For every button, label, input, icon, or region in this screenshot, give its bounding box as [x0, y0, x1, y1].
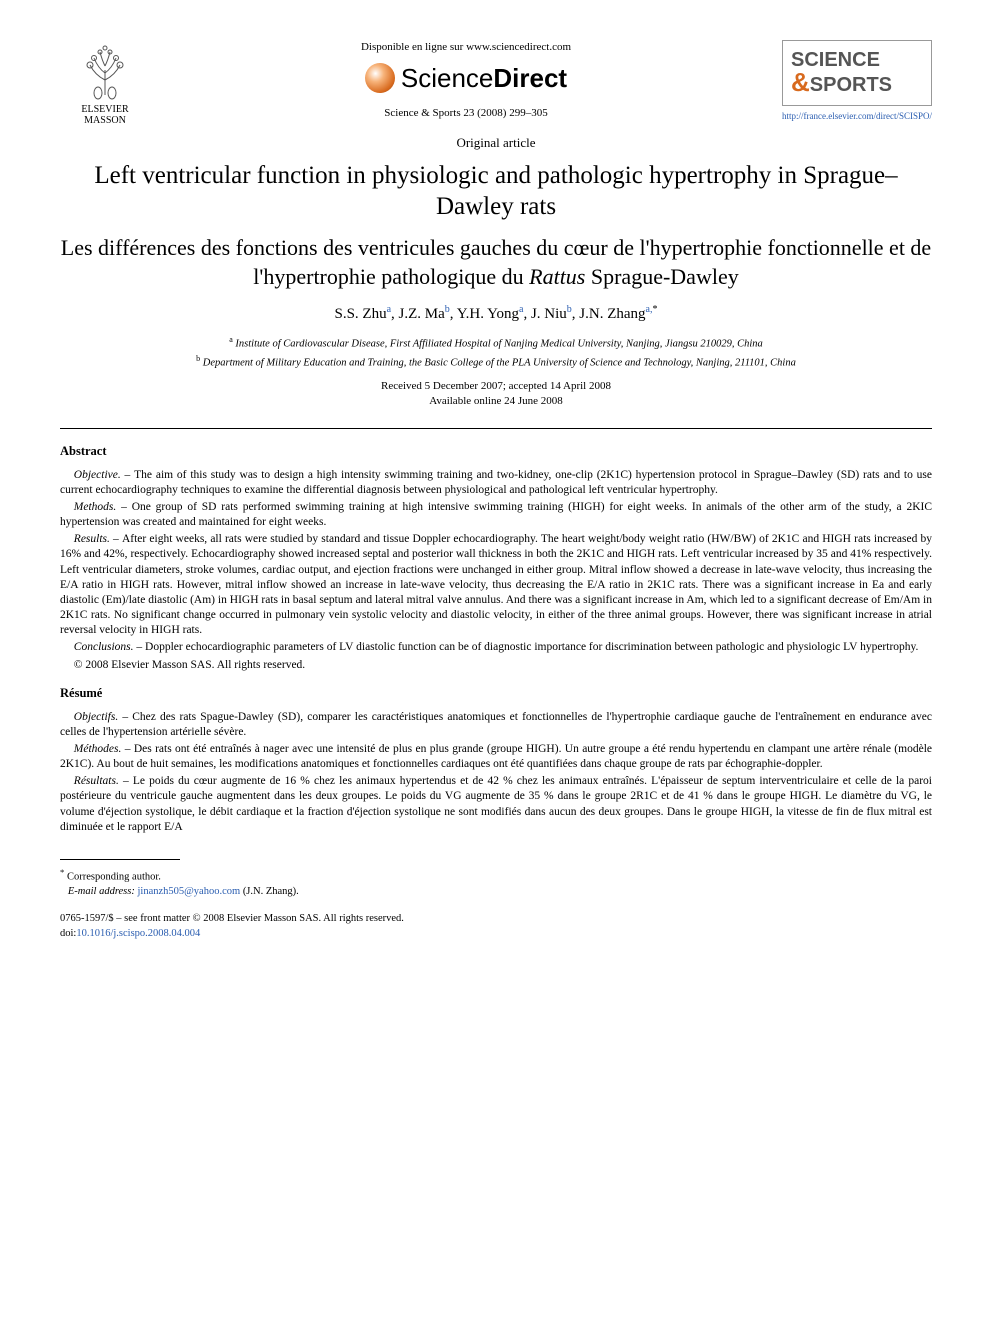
publisher-name: ELSEVIER MASSON: [60, 104, 150, 126]
resume-section: Résumé Objectifs. – Chez des rats Spague…: [60, 685, 932, 835]
online-date: Available online 24 June 2008: [60, 394, 932, 409]
doi-line: doi:10.1016/j.scispo.2008.04.004: [60, 927, 932, 942]
abstract-copyright: © 2008 Elsevier Masson SAS. All rights r…: [60, 658, 932, 673]
article-type: Original article: [60, 134, 932, 152]
resume-objectifs: Objectifs. – Chez des rats Spague-Dawley…: [60, 710, 932, 740]
abstract-objective: Objective. – The aim of this study was t…: [60, 468, 932, 498]
issn-copyright-line: 0765-1597/$ – see front matter © 2008 El…: [60, 912, 932, 927]
abstract-conclusions: Conclusions. – Doppler echocardiographic…: [60, 640, 932, 655]
journal-logo: SCIENCE &SPORTS http://france.elsevier.c…: [782, 40, 932, 122]
corresponding-author-footnote: * Corresponding author. E-mail address: …: [60, 866, 932, 900]
corr-author-email: E-mail address: jinanzh505@yahoo.com (J.…: [60, 885, 932, 900]
journal-reference: Science & Sports 23 (2008) 299–305: [170, 106, 762, 121]
affiliation-a: a Institute of Cardiovascular Disease, F…: [60, 334, 932, 352]
affiliations: a Institute of Cardiovascular Disease, F…: [60, 334, 932, 370]
sciencedirect-text: ScienceDirect: [401, 61, 567, 96]
header-center: Disponible en ligne sur www.sciencedirec…: [150, 40, 782, 125]
page-header: ELSEVIER MASSON Disponible en ligne sur …: [60, 40, 932, 126]
authors-line: S.S. Zhua, J.Z. Mab, Y.H. Yonga, J. Niub…: [60, 303, 932, 324]
email-link[interactable]: jinanzh505@yahoo.com: [137, 886, 240, 897]
abstract-heading: Abstract: [60, 443, 932, 460]
page-footer: 0765-1597/$ – see front matter © 2008 El…: [60, 912, 932, 941]
doi-link[interactable]: 10.1016/j.scispo.2008.04.004: [76, 928, 200, 939]
sciencedirect-logo: ScienceDirect: [365, 61, 567, 96]
article-title-french: Les différences des fonctions des ventri…: [60, 234, 932, 291]
article-title-english: Left ventricular function in physiologic…: [60, 160, 932, 223]
publisher-logo: ELSEVIER MASSON: [60, 40, 150, 126]
abstract-methods: Methods. – One group of SD rats performe…: [60, 500, 932, 530]
resume-methodes: Méthodes. – Des rats ont été entraînés à…: [60, 742, 932, 772]
abstract-section: Abstract Objective. – The aim of this st…: [60, 443, 932, 673]
resume-heading: Résumé: [60, 685, 932, 702]
sciencedirect-orb-icon: [365, 63, 395, 93]
availability-line: Disponible en ligne sur www.sciencedirec…: [170, 40, 762, 55]
abstract-results: Results. – After eight weeks, all rats w…: [60, 532, 932, 638]
elsevier-tree-icon: [80, 40, 130, 100]
resume-resultats: Résultats. – Le poids du cœur augmente d…: [60, 774, 932, 835]
footnote-separator: [60, 859, 180, 860]
article-dates: Received 5 December 2007; accepted 14 Ap…: [60, 379, 932, 410]
corr-author-label: * Corresponding author.: [60, 866, 932, 885]
received-accepted-date: Received 5 December 2007; accepted 14 Ap…: [60, 379, 932, 394]
journal-logo-box: SCIENCE &SPORTS: [782, 40, 932, 106]
journal-url-link[interactable]: http://france.elsevier.com/direct/SCISPO…: [782, 111, 932, 121]
affiliation-b: b Department of Military Education and T…: [60, 353, 932, 371]
horizontal-rule: [60, 428, 932, 429]
